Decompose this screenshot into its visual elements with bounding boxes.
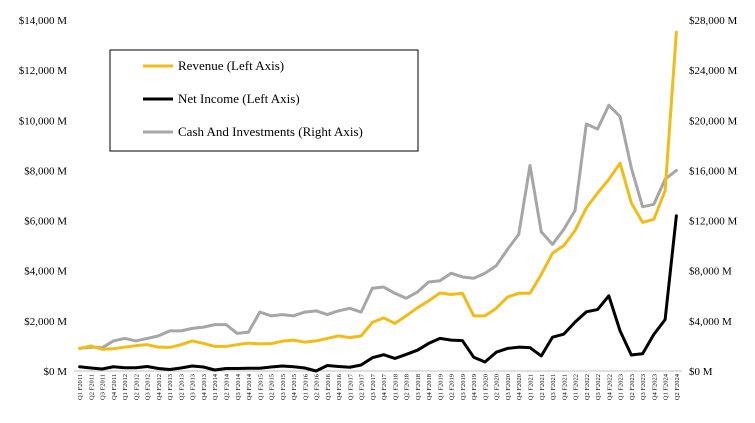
left-axis-tick-label: $14,000 M — [19, 15, 68, 27]
series-line-0 — [78, 30, 678, 351]
x-axis-tick-label: Q4 F2019 — [471, 374, 478, 400]
right-axis-tick-label: $12,000 M — [689, 216, 738, 228]
x-axis-tick-label: Q1 F2024 — [663, 373, 670, 400]
x-axis-tick-label: Q4 F2022 — [606, 374, 613, 400]
right-axis-tick-label: $8,000 M — [689, 266, 732, 278]
x-axis-tick-label: Q2 F2011 — [88, 374, 95, 400]
right-axis-tick-label: $16,000 M — [689, 165, 738, 177]
x-axis-tick-label: Q1 F2011 — [77, 374, 84, 400]
x-axis-tick-label: Q4 F2023 — [651, 374, 658, 400]
right-axis-tick-label: $20,000 M — [689, 115, 738, 127]
series-line-2 — [78, 103, 678, 350]
x-axis-tick-label: Q1 F2012 — [122, 374, 129, 400]
x-axis-tick-label: Q3 F2022 — [595, 374, 602, 400]
x-axis-tick-label: Q3 F2018 — [415, 374, 422, 400]
x-axis-tick-label: Q3 F2012 — [145, 374, 152, 400]
x-axis-tick-label: Q1 F2013 — [167, 374, 174, 400]
left-axis-tick-label: $12,000 M — [19, 65, 68, 77]
x-axis-tick-label: Q3 F2017 — [370, 373, 377, 400]
x-axis-tick-label: Q3 F2014 — [235, 373, 242, 400]
right-axis-tick-label: $4,000 M — [689, 316, 732, 328]
x-axis-ticks: Q1 F2011 Q2 F2011 Q3 F2011 Q4 F2011 Q1 F2012… — [77, 373, 681, 400]
left-axis-tick-label: $4,000 M — [24, 266, 67, 278]
x-axis-tick-label: Q4 F2016 — [336, 373, 343, 400]
x-axis-tick-label: Q3 F2011 — [100, 374, 107, 400]
right-axis-tick-label: $24,000 M — [689, 65, 738, 77]
x-axis-tick-label: Q1 F2018 — [392, 374, 399, 400]
x-axis-tick-label: Q1 F2017 — [347, 373, 354, 400]
left-axis-tick-label: $8,000 M — [24, 165, 67, 177]
x-axis-tick-label: Q3 F2016 — [325, 373, 332, 400]
x-axis-tick-label: Q4 F2018 — [426, 374, 433, 400]
x-axis-tick-label: Q2 F2020 — [494, 374, 501, 400]
x-axis-tick-label: Q2 F2015 — [269, 374, 276, 400]
legend-label: Net Income (Left Axis) — [178, 91, 300, 106]
x-axis-tick-label: Q2 F2024 — [674, 373, 681, 400]
x-axis-tick-label: Q3 F2023 — [640, 374, 647, 400]
x-axis-tick-label: Q3 F2019 — [460, 374, 467, 400]
x-axis-tick-label: Q1 F2021 — [528, 374, 535, 400]
left-axis-ticks: $0 M $2,000 M $4,000 M $6,000 M $8,000 M $10,… — [19, 15, 68, 378]
x-axis-tick-label: Q3 F2021 — [550, 374, 557, 400]
legend-label: Cash And Investments (Right Axis) — [178, 124, 363, 139]
left-axis-tick-label: $6,000 M — [24, 216, 67, 228]
x-axis-tick-label: Q4 F2020 — [516, 374, 523, 400]
right-axis-tick-label: $0 M — [689, 366, 713, 378]
x-axis-tick-label: Q2 F2016 — [314, 373, 321, 400]
legend-label: Revenue (Left Axis) — [178, 58, 284, 73]
x-axis-tick-label: Q4 F2014 — [246, 373, 253, 400]
x-axis-tick-label: Q2 F2012 — [133, 374, 140, 400]
x-axis-tick-label: Q2 F2023 — [629, 374, 636, 400]
x-axis-tick-label: Q1 F2020 — [482, 374, 489, 400]
x-axis-tick-label: Q4 F2015 — [291, 374, 298, 400]
x-axis-tick-label: Q2 F2017 — [359, 373, 366, 400]
left-axis-tick-label: $2,000 M — [24, 316, 67, 328]
legend: Revenue (Left Axis) Net Income (Left Axis… — [109, 49, 419, 152]
x-axis-tick-label: Q1 F2023 — [618, 374, 625, 400]
x-axis-tick-label: Q2 F2018 — [404, 374, 411, 400]
x-axis-tick-label: Q3 F2013 — [190, 374, 197, 400]
right-axis-tick-label: $28,000 M — [689, 15, 738, 27]
x-axis-tick-label: Q1 F2022 — [573, 374, 580, 400]
x-axis-tick-label: Q4 F2013 — [201, 374, 208, 400]
series-line-1 — [78, 214, 678, 373]
left-axis-tick-label: $10,000 M — [19, 115, 68, 127]
right-axis-ticks: $0 M $4,000 M $8,000 M $12,000 M $16,000 M $2… — [689, 15, 738, 378]
x-axis-tick-label: Q1 F2015 — [257, 374, 264, 400]
x-axis-tick-label: Q2 F2022 — [584, 374, 591, 400]
x-axis-tick-label: Q1 F2019 — [437, 374, 444, 400]
series-group — [78, 30, 678, 373]
x-axis-tick-label: Q2 F2021 — [539, 374, 546, 400]
x-axis-tick-label: Q2 F2019 — [449, 374, 456, 400]
x-axis-tick-label: Q4 F2011 — [111, 374, 118, 400]
x-axis-tick-label: Q2 F2014 — [224, 373, 231, 400]
x-axis-tick-label: Q4 F2012 — [156, 374, 163, 400]
x-axis-tick-label: Q4 F2017 — [381, 373, 388, 400]
x-axis-tick-label: Q1 F2016 — [302, 373, 309, 400]
x-axis-tick-label: Q4 F2021 — [561, 374, 568, 400]
left-axis-tick-label: $0 M — [43, 366, 67, 378]
x-axis-tick-label: Q1 F2014 — [212, 373, 219, 400]
x-axis-tick-label: Q2 F2013 — [178, 374, 185, 400]
x-axis-tick-label: Q3 F2020 — [505, 374, 512, 400]
x-axis-tick-label: Q3 F2015 — [280, 374, 287, 400]
